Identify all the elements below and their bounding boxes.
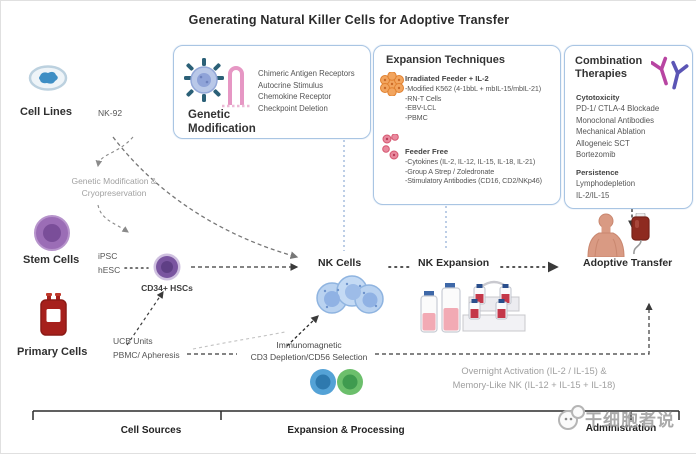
axis-label-expansion-processing: Expansion & Processing xyxy=(287,425,405,436)
irradiated-feeder-icon xyxy=(380,72,404,96)
page-title: Generating Natural Killer Cells for Adop… xyxy=(188,13,510,27)
irradiated-item: -Modified K562 (4-1bbL + mbIL-15/mbIL-21… xyxy=(405,84,542,93)
immunomagnetic-line1: Immunomagnetic xyxy=(276,340,342,350)
stem-cells-label: Stem Cells xyxy=(23,254,80,266)
nk-expansion-label: NK Expansion xyxy=(418,257,490,269)
cytotoxicity-item: Mechanical Ablation xyxy=(576,127,646,136)
watermark-text: 干细胞者说 xyxy=(585,411,675,430)
persistence-item: Lymphodepletion xyxy=(576,179,636,188)
feeder-free-item: -Cytokines (IL-2, IL-12, IL-15, IL-18, I… xyxy=(405,157,536,166)
arrow-selection-to-nkcells xyxy=(286,315,319,347)
axis-ticks xyxy=(32,411,680,420)
nk92-note: NK-92 xyxy=(98,108,123,118)
receptor-spokes xyxy=(184,58,224,102)
genetic-item: Chimeric Antigen Receptors xyxy=(258,69,355,78)
genetic-item: Checkpoint Deletion xyxy=(258,103,328,113)
arrow-cryo-loop-bottom xyxy=(97,204,129,233)
cell-lines-label: Cell Lines xyxy=(20,106,72,118)
feeder-free-icon xyxy=(382,134,399,160)
arrow-cryo-loop-top xyxy=(95,136,134,168)
pbmc-note: PBMC/ Apheresis xyxy=(113,350,180,360)
blood-bag-icon xyxy=(40,293,67,336)
combination-therapies-title: Combination Therapies xyxy=(575,55,643,80)
cd34-hsc-icon xyxy=(153,253,181,281)
cytotoxicity-heading: Cytotoxicity xyxy=(576,93,620,102)
cryo-note-line1: Genetic Modification & xyxy=(71,176,157,186)
cd34-hscs-label: CD34+ HSCs xyxy=(141,283,193,293)
feeder-free-item: -Stimulatory Antibodies (CD16, CD2/NKp46… xyxy=(405,176,542,186)
watermark-logo-icon xyxy=(558,405,585,430)
cytotoxicity-item: Allogeneic SCT xyxy=(576,138,630,148)
nk-cell-cluster-icon xyxy=(316,275,384,314)
cd3-cd56-cells-icon xyxy=(310,369,363,395)
feeder-free-item: -Group A Strep / Zoledronate xyxy=(405,166,495,176)
petri-dish-icon xyxy=(28,65,68,91)
line-gray-curve xyxy=(192,331,286,350)
arrow-ucb-to-cd34 xyxy=(126,291,164,346)
immunomagnetic-note: Immunomagnetic CD3 Depletion/CD56 Select… xyxy=(239,339,379,363)
cryo-note-line2: Cryopreservation xyxy=(81,188,147,198)
genetic-item: Chemokine Receptor xyxy=(258,92,332,101)
persistence-item: IL-2/IL-15 xyxy=(576,190,610,200)
activation-line2: Memory-Like NK (IL-12 + IL-15 + IL-18) xyxy=(452,380,616,390)
iv-bag-icon xyxy=(631,213,650,255)
adoptive-transfer-label: Adoptive Transfer xyxy=(583,257,673,269)
hesc-note: hESC xyxy=(98,265,121,275)
bioreactor-rack-icon xyxy=(462,280,526,332)
arrow-celllines-to-nkcells xyxy=(112,136,299,260)
ipsc-note: iPSC xyxy=(98,251,118,261)
line-activation-to-adoptive xyxy=(375,302,653,355)
cytotoxicity-item: Monoclonal Antibodies xyxy=(576,115,655,125)
human-figure-icon xyxy=(587,213,625,257)
axis-label-cell-sources: Cell Sources xyxy=(120,425,182,436)
genetic-modification-box: Genetic Modification Chimeric Antigen Re… xyxy=(173,45,371,139)
combination-therapies-box: Combination Therapies Cytotoxicity PD-1/… xyxy=(564,45,693,209)
axis-label-administration: Administration xyxy=(585,423,657,434)
genetic-item: Autocrine Stimulus xyxy=(258,80,324,90)
culture-bottles-icon xyxy=(420,283,461,333)
genetic-modification-label: Genetic Modification xyxy=(188,109,256,135)
car-nk-cell-icon xyxy=(184,58,250,108)
activation-note: Overnight Activation (IL-2 / IL-15) & Me… xyxy=(403,364,665,392)
antibody-icon xyxy=(651,56,689,90)
hairpin-icon xyxy=(228,66,244,105)
persistence-heading: Persistence xyxy=(576,168,619,177)
activation-line1: Overnight Activation (IL-2 / IL-15) & xyxy=(461,366,607,376)
immunomagnetic-line2: CD3 Depletion/CD56 Selection xyxy=(250,352,368,362)
feeder-free-heading: Feeder Free xyxy=(405,147,449,156)
irradiated-item: -RN-T Cells xyxy=(405,93,442,103)
irradiated-item: -EBV-LCL xyxy=(405,103,437,113)
cytotoxicity-item: PD-1/ CTLA-4 Blockade xyxy=(576,104,660,113)
irradiated-feeder-heading: Irradiated Feeder + IL-2 xyxy=(405,74,489,83)
expansion-techniques-box: Expansion Techniques Irradiated Feeder +… xyxy=(373,45,561,205)
irradiated-item: -PBMC xyxy=(405,112,428,122)
expansion-techniques-title: Expansion Techniques xyxy=(386,54,505,66)
cryo-note: Genetic Modification & Cryopreservation xyxy=(44,175,184,199)
nk-cells-label: NK Cells xyxy=(318,257,362,269)
primary-cells-label: Primary Cells xyxy=(17,346,88,358)
ucb-note: UCB Units xyxy=(113,336,153,346)
stem-cell-icon xyxy=(34,215,70,251)
cytotoxicity-item: Bortezomib xyxy=(576,150,616,159)
